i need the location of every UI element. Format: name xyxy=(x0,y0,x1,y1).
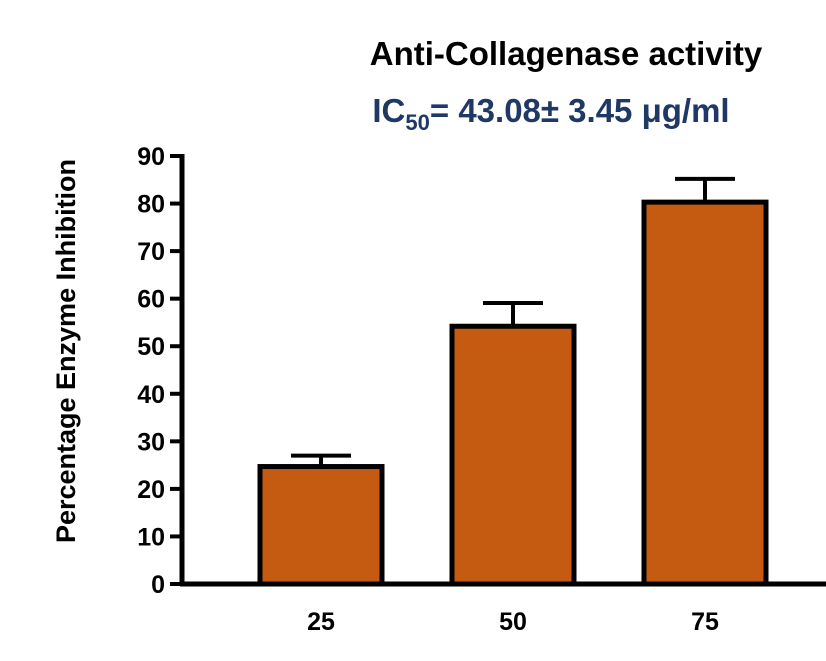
bars xyxy=(257,199,769,587)
y-axis-label: Percentage Enzyme Inhibition xyxy=(51,159,81,543)
y-tick-label: 90 xyxy=(137,143,165,171)
y-tick-label: 20 xyxy=(137,476,165,504)
y-tick-label: 50 xyxy=(137,333,165,361)
x-tick-label: 25 xyxy=(307,608,335,636)
y-tick-label: 80 xyxy=(137,191,165,219)
ic50-subscript: 50 xyxy=(405,110,429,135)
y-tick-label: 70 xyxy=(137,238,165,266)
ic50-prefix: IC xyxy=(372,92,405,129)
y-tick-label: 40 xyxy=(137,381,165,409)
ic50-label: IC50= 43.08± 3.45 μg/ml xyxy=(372,92,729,135)
error-bars xyxy=(291,176,735,467)
y-tick-label: 0 xyxy=(151,571,165,599)
y-tick-label: 60 xyxy=(137,286,165,314)
chart-title: Anti-Collagenase activity xyxy=(370,35,763,72)
x-tick-label: 75 xyxy=(691,608,719,636)
y-tick-label: 30 xyxy=(137,428,165,456)
bar-75 xyxy=(641,199,769,587)
tick-labels: 0 10 20 30 40 50 60 70 80 90 25 50 75 xyxy=(137,143,719,636)
x-tick-label: 50 xyxy=(499,608,527,636)
bar-25 xyxy=(257,464,385,587)
bar-50 xyxy=(449,323,577,587)
y-tick-label: 10 xyxy=(137,523,165,551)
ic50-suffix: = 43.08± 3.45 μg/ml xyxy=(430,92,730,129)
